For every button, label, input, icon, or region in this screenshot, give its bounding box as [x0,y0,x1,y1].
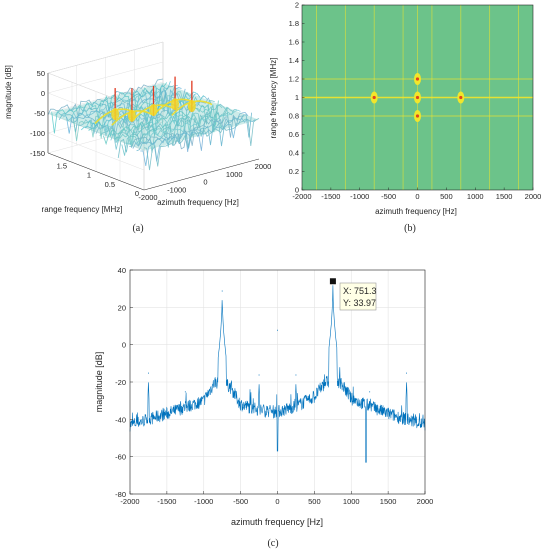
b-y-tick-label: 0.2 [289,167,299,176]
c-y-tick-label: -40 [115,415,126,424]
a-surface-strip [136,112,252,152]
b-x-tick-label: 500 [440,192,453,201]
a-surface-strip [66,87,182,134]
caption-c: (c) [267,538,278,549]
a-zlabel: magnitude [dB] [4,65,13,119]
a-surface-strip [125,109,241,145]
c-y-tick-label: -60 [115,453,126,462]
heatmap-peak [415,77,420,81]
a-surface-floor [48,82,259,151]
datatip-marker [329,278,336,285]
b-y-tick-label: 1.4 [289,56,299,65]
caption-a: (a) [132,223,143,234]
b-x-tick-label: 1500 [496,192,513,201]
a-x-tick-label: 0 [203,178,207,187]
b-x-tick-label: -500 [381,192,396,201]
b-y-tick-label: 0.6 [289,130,299,139]
a-peak-base [187,99,196,112]
b-x-tick-label: 2000 [525,192,542,201]
a-y-tick-label: 0.5 [105,180,115,189]
a-peak-base [111,108,120,121]
panel-b-heatmap: -2000 -1500 -1000 -500 0 500 1000 1500 2000 0 0.2 0… [289,1,542,202]
c-x-tick-label: -1000 [194,497,213,506]
c-spectrum-line [129,285,426,463]
a-z-tick-label: 50 [37,69,45,78]
a-y-tick-label: 1.5 [57,161,67,170]
heatmap-peak [459,95,463,100]
c-xlabel: azimuth frequency [Hz] [231,517,323,527]
heatmap-peak [415,95,420,100]
caption-b: (b) [404,223,416,234]
b-y-tick-label: 0 [295,186,299,195]
a-surface-strip [110,103,227,150]
a-surface-strip [114,106,230,146]
b-y-tick-label: 1.6 [289,38,299,47]
a-surface-strip [103,100,219,146]
a-y-tick-label: 1 [87,171,91,180]
a-z-tick-label: -150 [30,149,45,158]
c-y-tick-label: -80 [115,490,126,499]
c-x-tick-label: 1000 [343,497,360,506]
a-z-tick-label: 0 [41,89,45,98]
a-y-tick-label: 0 [135,189,139,198]
a-x-tick-label: 1000 [226,170,243,179]
a-z-tick-label: -100 [30,129,45,138]
c-ylabel: magnitude [dB] [94,352,104,413]
a-surface-strip [143,117,260,171]
a-xlabel: azimuth frequency [Hz] [157,198,239,207]
a-surface-strip [62,85,178,122]
datatip-y: Y: 33.97 [343,298,376,308]
datatip-box [339,282,377,311]
datatip[interactable]: X: 751.3 Y: 33.97 [339,282,377,311]
a-peak-base [127,109,136,122]
heatmap-peak [415,114,420,118]
a-ylabel: range frequency [MHz] [42,205,123,214]
a-surface-strip [106,104,223,148]
a-peak-base [149,104,158,116]
a-x-tick-label: -1000 [167,185,186,194]
b-ylabel: range frequency [MHz] [269,58,278,139]
datatip-x: X: 751.3 [343,286,377,296]
b-x-tick-label: -2000 [292,192,311,201]
c-x-tick-label: 1500 [380,497,397,506]
c-x-tick-label: 2000 [417,497,434,506]
b-y-tick-label: 1.8 [289,19,299,28]
b-y-tick-label: 1.2 [289,75,299,84]
b-x-tick-label: -1000 [350,192,369,201]
b-xlabel: azimuth frequency [Hz] [375,207,457,216]
b-y-tick-label: 0.4 [289,149,299,158]
b-y-tick-label: 0.8 [289,112,299,121]
panel-c-line-plot: -2000 -1500 -1000 -500 0 500 1000 1500 2000 -80 -6… [115,266,433,506]
heatmap-peak [372,95,376,100]
b-y-tick-label: 2 [295,1,299,10]
c-x-tick-label: -1500 [157,497,176,506]
b-x-tick-label: 0 [415,192,419,201]
a-surface-strip [140,116,256,166]
c-y-tick-label: 0 [122,341,126,350]
a-z-tick-label: -50 [34,109,45,118]
c-y-tick-label: 20 [118,303,126,312]
b-x-tick-label: 1000 [467,192,484,201]
a-x-axis [143,158,260,191]
c-x-tick-label: -2000 [120,497,139,506]
panel-a-surface-plot: -2000 -1000 0 1000 2000 0 0.5 1 1.5 -150 -100 -50 0 5… [30,41,272,202]
b-y-tick-label: 1 [295,93,299,102]
c-x-tick-label: -500 [233,497,248,506]
a-y-axis [47,152,145,191]
c-y-tick-label: 40 [118,266,126,275]
a-peak-base [171,98,180,111]
b-x-tick-label: -1500 [321,192,340,201]
c-x-tick-label: 0 [275,497,279,506]
c-x-tick-label: 500 [308,497,321,506]
c-y-tick-label: -20 [115,378,126,387]
a-x-tick-label: -2000 [138,193,157,202]
a-surface-strip [69,88,186,134]
a-x-tick-label: 2000 [255,162,272,171]
